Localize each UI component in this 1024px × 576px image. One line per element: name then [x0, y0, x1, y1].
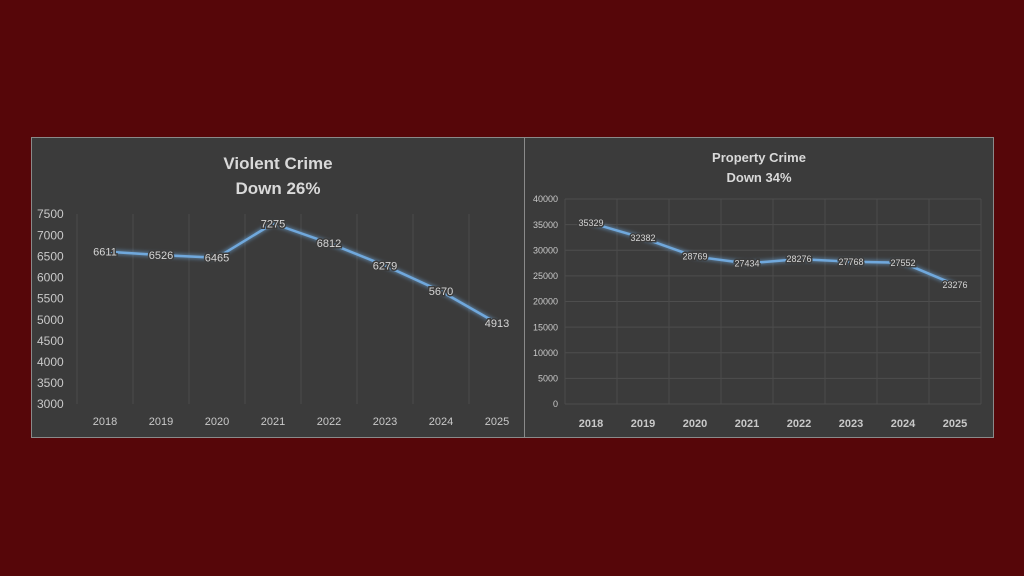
violent-crime-ytick-3500: 3500 [37, 376, 64, 390]
violent-crime-ytick-4500: 4500 [37, 334, 64, 348]
property-crime-xtick-2024: 2024 [891, 418, 916, 430]
property-crime-data-label-2024: 27552 [890, 258, 915, 268]
violent-crime-title: Violent Crime Down 26% [32, 151, 524, 201]
violent-crime-xtick-2019: 2019 [149, 416, 173, 428]
property-crime-xtick-2020: 2020 [683, 418, 707, 430]
violent-crime-series-line [104, 222, 498, 325]
violent-crime-point-2023 [383, 264, 387, 268]
violent-crime-point-2020 [215, 256, 219, 260]
violent-crime-data-label-2024: 5670 [429, 286, 453, 298]
violent-crime-data-label-2022: 6812 [317, 238, 341, 250]
violent-crime-ytick-3000: 3000 [37, 397, 64, 411]
violent-crime-xtick-2025: 2025 [485, 416, 509, 428]
property-crime-ytick-15000: 15000 [533, 322, 558, 332]
violent-crime-point-2025 [495, 321, 499, 325]
property-crime-data-label-2023: 27768 [838, 257, 863, 267]
violent-crime-title-text: Violent Crime [223, 154, 333, 173]
property-crime-data-label-2019: 32382 [630, 233, 655, 243]
property-crime-data-label-2018: 35329 [578, 218, 603, 228]
property-crime-point-2024 [901, 261, 905, 265]
violent-crime-ytick-5000: 5000 [37, 313, 64, 327]
property-crime-ytick-25000: 25000 [533, 271, 558, 281]
violent-crime-data-label-2021: 7275 [261, 218, 285, 230]
violent-crime-ytick-6000: 6000 [37, 271, 64, 285]
violent-crime-xtick-2020: 2020 [205, 416, 229, 428]
property-crime-point-2023 [849, 260, 853, 264]
property-crime-ytick-0: 0 [553, 399, 558, 409]
property-crime-ytick-10000: 10000 [533, 348, 558, 358]
violent-crime-data-label-2023: 6279 [373, 260, 397, 272]
property-crime-xtick-2022: 2022 [787, 418, 811, 430]
violent-crime-xtick-2018: 2018 [93, 416, 117, 428]
property-crime-data-label-2020: 28769 [682, 252, 707, 262]
property-crime-ytick-5000: 5000 [538, 374, 558, 384]
violent-crime-chart: 3000 3500 4000 4500 5000 5500 6000 6500 7000 7500… [37, 207, 526, 428]
property-crime-series-line [590, 221, 956, 286]
property-crime-point-2025 [953, 283, 957, 287]
property-crime-title-text: Property Crime [712, 150, 806, 165]
violent-crime-ytick-6500: 6500 [37, 249, 64, 263]
property-crime-data-label-2022: 28276 [786, 254, 811, 264]
violent-crime-data-label-2019: 6526 [149, 250, 173, 262]
violent-crime-ytick-5500: 5500 [37, 292, 64, 306]
property-crime-chart: 0 5000 10000 15000 20000 25000 30000 35000 40000… [533, 194, 982, 430]
violent-crime-data-label-2018: 6611 [93, 246, 117, 258]
property-crime-title: Property Crime Down 34% [525, 148, 993, 188]
violent-crime-point-2019 [159, 253, 163, 257]
property-crime-ytick-30000: 30000 [533, 245, 558, 255]
property-crime-data-label-2025: 23276 [942, 280, 967, 290]
violent-crime-data-label-2025: 4913 [485, 318, 509, 330]
violent-crime-point-2022 [327, 241, 331, 245]
violent-crime-chart-panel: 3000 3500 4000 4500 5000 5500 6000 6500 7000 7500… [31, 137, 526, 438]
property-crime-point-2019 [641, 236, 645, 240]
property-crime-subtitle: Down 34% [726, 170, 792, 185]
property-crime-point-2018 [589, 221, 593, 225]
property-crime-chart-panel: 0 5000 10000 15000 20000 25000 30000 35000 40000… [524, 137, 994, 438]
violent-crime-subtitle: Down 26% [235, 179, 321, 198]
property-crime-point-2021 [745, 261, 749, 265]
property-crime-point-2022 [797, 257, 801, 261]
property-crime-ytick-35000: 35000 [533, 220, 558, 230]
property-crime-xtick-2018: 2018 [579, 418, 603, 430]
violent-crime-ytick-4000: 4000 [37, 355, 64, 369]
violent-crime-ytick-7500: 7500 [37, 207, 64, 221]
property-crime-xtick-2021: 2021 [735, 418, 759, 430]
violent-crime-xtick-2022: 2022 [317, 416, 341, 428]
violent-crime-xtick-2024: 2024 [429, 416, 453, 428]
violent-crime-xtick-2021: 2021 [261, 416, 285, 428]
property-crime-ytick-40000: 40000 [533, 194, 558, 204]
violent-crime-data-label-2020: 6465 [205, 253, 229, 265]
property-crime-xtick-2019: 2019 [631, 418, 655, 430]
violent-crime-point-2018 [103, 250, 107, 254]
violent-crime-point-2021 [271, 222, 275, 225]
violent-crime-ytick-7000: 7000 [37, 228, 64, 242]
property-crime-ytick-20000: 20000 [533, 297, 558, 307]
property-crime-point-2020 [693, 255, 697, 259]
property-crime-data-label-2021: 27434 [734, 259, 759, 269]
property-crime-xtick-2023: 2023 [839, 418, 863, 430]
violent-crime-point-2024 [439, 289, 443, 293]
violent-crime-xtick-2023: 2023 [373, 416, 397, 428]
property-crime-xtick-2025: 2025 [943, 418, 967, 430]
